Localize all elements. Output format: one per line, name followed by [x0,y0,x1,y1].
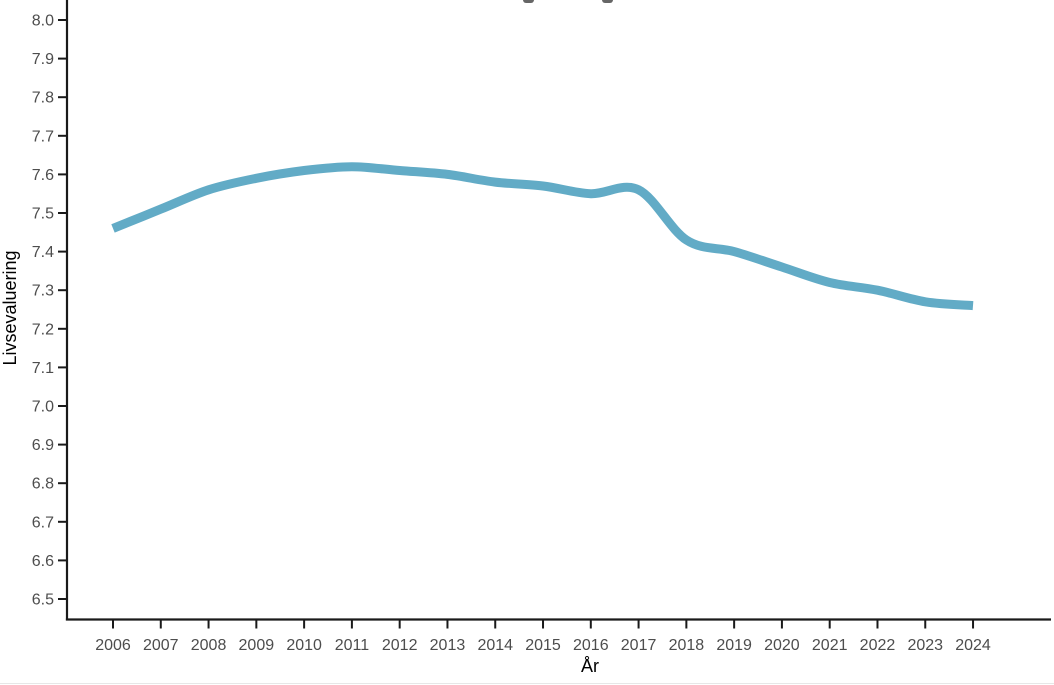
x-tick-label: 2020 [764,637,800,654]
x-tick-label: 2012 [382,637,418,654]
y-axis-title: Livsevaluering [0,250,20,366]
y-tick-label: 8.0 [32,13,54,30]
x-tick-label: 2019 [716,637,752,654]
y-tick-label: 6.5 [32,592,54,609]
x-tick-label: 2016 [573,637,609,654]
y-tick-label: 7.1 [32,360,54,377]
x-tick-label: 2010 [286,637,322,654]
y-tick-label: 7.6 [32,167,54,184]
y-tick-label: 7.7 [32,128,54,145]
x-tick-label: 2009 [239,637,275,654]
x-tick-label: 2008 [191,637,227,654]
x-tick-label: 2018 [669,637,705,654]
y-tick-label: 6.6 [32,553,54,570]
y-tick-label: 7.3 [32,283,54,300]
x-tick-label: 2014 [477,637,513,654]
x-tick-label: 2015 [525,637,561,654]
y-tick-label: 7.5 [32,206,54,223]
trend-line-livsevaluering [111,162,974,311]
x-tick-label: 2011 [335,637,370,654]
x-tick-label: 2022 [860,637,896,654]
x-tick-label: 2023 [907,637,943,654]
y-tick-label: 7.9 [32,51,54,68]
x-tick-label: 2021 [812,637,848,654]
y-tick-label: 6.7 [32,514,54,531]
clipped-title-descender [523,0,534,3]
y-tick-label: 6.9 [32,437,54,454]
x-tick-label: 2007 [143,637,179,654]
x-tick-label: 2024 [955,637,991,654]
y-tick-label: 7.0 [32,399,54,416]
x-tick-label: 2006 [95,637,131,654]
y-tick-label: 7.4 [32,244,54,261]
y-tick-label: 6.8 [32,476,54,493]
x-tick-label: 2013 [430,637,466,654]
y-tick-label: 7.2 [32,321,54,338]
y-tick-label: 7.8 [32,90,54,107]
clipped-title-descender [602,0,613,3]
bottom-edge-divider [0,683,1054,684]
x-axis-title: År [581,656,599,676]
x-tick-label: 2017 [621,637,657,654]
